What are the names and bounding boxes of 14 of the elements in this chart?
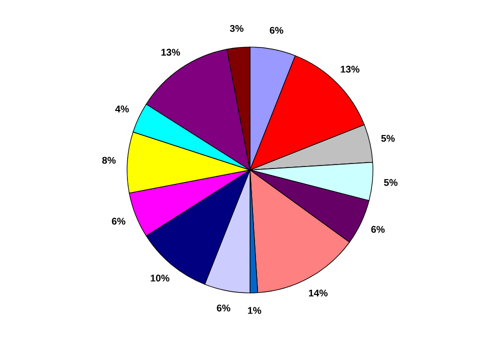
data-label: 8%	[102, 156, 116, 164]
data-label: 14%	[308, 290, 328, 296]
data-label: 3%	[230, 24, 244, 32]
data-label: 6%	[216, 304, 230, 312]
data-label: 13%	[161, 48, 180, 56]
data-label: 6%	[112, 218, 126, 225]
data-label: 5%	[384, 179, 398, 186]
data-label: 6%	[270, 26, 284, 34]
data-label: 6%	[371, 226, 385, 233]
data-label: 5%	[381, 134, 395, 142]
data-label: 1%	[248, 307, 262, 314]
data-label: 13%	[340, 66, 360, 73]
data-label: 4%	[115, 106, 129, 112]
data-label: 10%	[150, 274, 170, 282]
